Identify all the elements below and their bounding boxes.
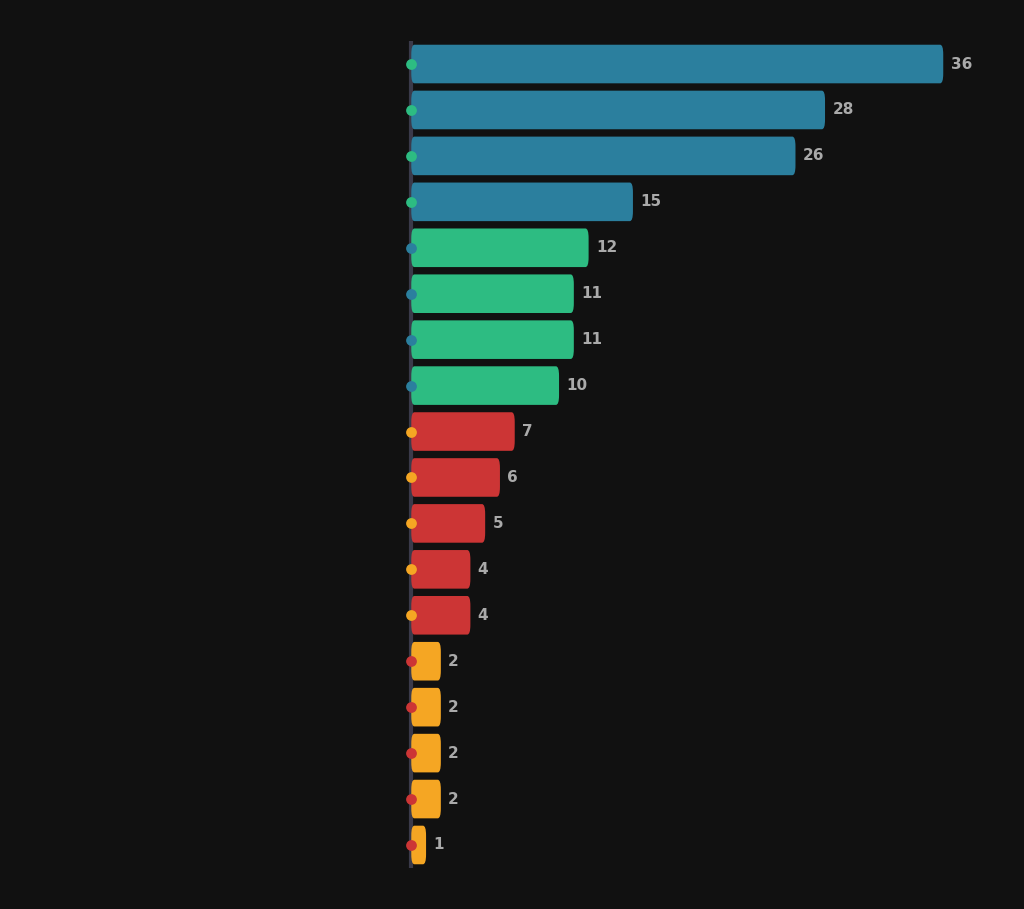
Text: 12: 12: [596, 240, 617, 255]
Point: [403, 195, 420, 209]
Text: 5: 5: [493, 516, 503, 531]
FancyBboxPatch shape: [412, 458, 500, 496]
Text: 4: 4: [478, 608, 488, 623]
Text: 2: 2: [449, 654, 459, 669]
Point: [403, 470, 420, 484]
Point: [403, 378, 420, 393]
FancyBboxPatch shape: [412, 688, 441, 726]
Text: 11: 11: [582, 332, 602, 347]
FancyBboxPatch shape: [412, 642, 441, 681]
Text: 7: 7: [522, 424, 532, 439]
Text: 15: 15: [640, 195, 662, 209]
Point: [403, 516, 420, 531]
Text: 36: 36: [950, 56, 972, 72]
Point: [403, 333, 420, 347]
Point: [403, 425, 420, 439]
FancyBboxPatch shape: [412, 366, 559, 405]
FancyBboxPatch shape: [412, 45, 943, 84]
FancyBboxPatch shape: [412, 275, 573, 313]
Text: 4: 4: [478, 562, 488, 577]
Text: 6: 6: [507, 470, 518, 485]
Text: 2: 2: [449, 792, 459, 806]
Point: [403, 103, 420, 117]
FancyBboxPatch shape: [412, 228, 589, 267]
Point: [403, 654, 420, 668]
Text: 2: 2: [449, 745, 459, 761]
Point: [403, 700, 420, 714]
Text: 1: 1: [433, 837, 444, 853]
Point: [403, 286, 420, 301]
Text: 2: 2: [449, 700, 459, 714]
FancyBboxPatch shape: [412, 183, 633, 221]
FancyBboxPatch shape: [412, 596, 470, 634]
Text: 26: 26: [803, 148, 824, 164]
FancyBboxPatch shape: [412, 91, 825, 129]
Point: [403, 149, 420, 164]
FancyBboxPatch shape: [412, 780, 441, 818]
FancyBboxPatch shape: [412, 734, 441, 773]
FancyBboxPatch shape: [412, 825, 426, 864]
FancyBboxPatch shape: [412, 320, 573, 359]
FancyBboxPatch shape: [412, 413, 515, 451]
Point: [403, 562, 420, 576]
Point: [403, 745, 420, 760]
Text: 28: 28: [833, 103, 854, 117]
Text: 11: 11: [582, 286, 602, 301]
Point: [403, 608, 420, 623]
Point: [403, 838, 420, 853]
Point: [403, 792, 420, 806]
FancyBboxPatch shape: [412, 550, 470, 589]
FancyBboxPatch shape: [412, 136, 796, 175]
Text: 10: 10: [566, 378, 588, 393]
Point: [403, 241, 420, 255]
FancyBboxPatch shape: [412, 504, 485, 543]
Point: [403, 56, 420, 71]
